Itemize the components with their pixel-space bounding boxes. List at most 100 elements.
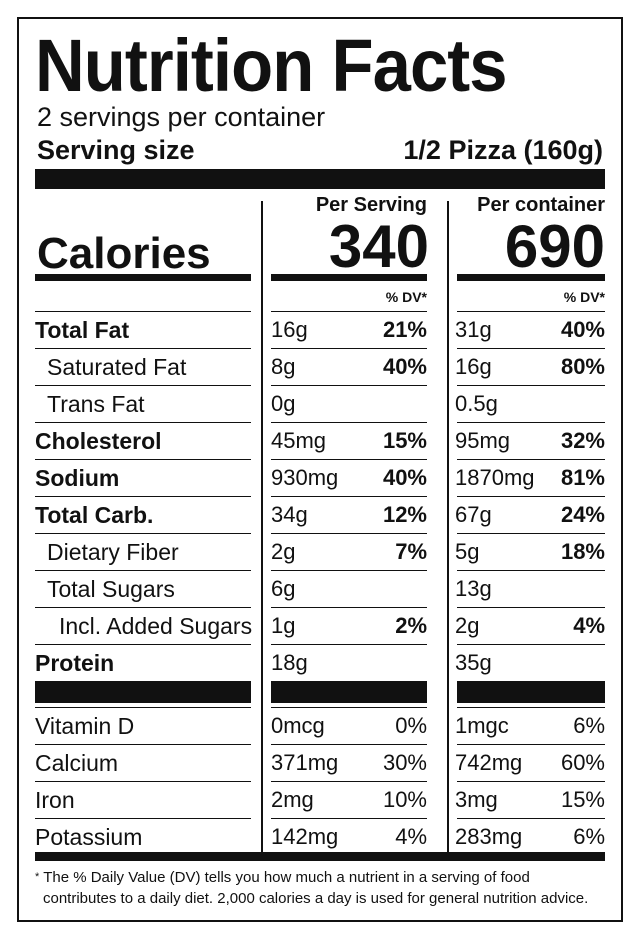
nutrient-name: Protein [35, 650, 115, 676]
row-rule [35, 781, 251, 782]
container-dv: 4% [573, 613, 605, 638]
container-amount: 13g [455, 576, 492, 601]
serving-amount: 0mcg [271, 713, 325, 738]
container-amount: 16g [455, 354, 492, 379]
row-rule [35, 533, 251, 534]
serving-amount: 6g [271, 576, 296, 601]
row-rule [457, 496, 605, 497]
thick-divider [35, 169, 605, 189]
row-rule [271, 818, 427, 819]
row-rule [35, 311, 251, 312]
row-rule [457, 781, 605, 782]
container-dv: 6% [573, 713, 605, 738]
nutrition-label: Nutrition Facts 2 servings per container… [17, 17, 623, 922]
vitamin-bar-mid [271, 681, 427, 703]
serving-dv: 40% [382, 354, 427, 379]
nutrient-name: Cholesterol [35, 428, 162, 454]
container-dv: 40% [560, 317, 605, 342]
row-rule [35, 385, 251, 386]
container-amount: 283mg [455, 824, 523, 849]
row-rule [271, 644, 427, 645]
container-amount: 5g [455, 539, 480, 564]
serving-dv: 7% [395, 539, 427, 564]
container-amount: 3mg [455, 787, 498, 812]
row-rule [35, 422, 251, 423]
row-rule [271, 496, 427, 497]
dv-header-container: % DV* [563, 289, 605, 305]
row-rule [35, 348, 251, 349]
servings-per-container: 2 servings per container [37, 102, 326, 132]
calories-per-serving: 340 [328, 213, 429, 280]
row-rule [457, 385, 605, 386]
row-rule [457, 570, 605, 571]
row-rule [457, 348, 605, 349]
row-rule [35, 496, 251, 497]
row-rule [35, 644, 251, 645]
serving-dv: 2% [395, 613, 427, 638]
calories-bar-right [457, 274, 605, 281]
nutrient-name: Saturated Fat [47, 354, 187, 380]
container-dv: 6% [573, 824, 605, 849]
row-rule [457, 607, 605, 608]
serving-dv: 0% [395, 713, 427, 738]
serving-size-value: 1/2 Pizza (160g) [403, 135, 603, 165]
footnote-star: * [35, 871, 40, 883]
nutrient-name: Total Carb. [35, 502, 154, 528]
row-rule [457, 422, 605, 423]
serving-dv: 21% [382, 317, 427, 342]
row-rule [271, 422, 427, 423]
vitamin-bar-right [457, 681, 605, 703]
row-rule [271, 385, 427, 386]
serving-size-label: Serving size [37, 135, 195, 165]
calories-label: Calories [37, 229, 211, 278]
nutrient-name: Total Sugars [47, 576, 175, 602]
container-dv: 15% [560, 787, 605, 812]
container-amount: 95mg [455, 428, 511, 453]
calories-bar-left [35, 274, 251, 281]
column-divider-2 [447, 201, 449, 857]
row-rule [35, 818, 251, 819]
calories-bar-mid [271, 274, 427, 281]
row-rule [271, 781, 427, 782]
per-container-header: Per container [477, 194, 605, 216]
row-rule [271, 707, 427, 708]
container-dv: 24% [560, 502, 605, 527]
serving-amount: 1g [271, 613, 296, 638]
nutrient-name: Dietary Fiber [47, 539, 179, 565]
row-rule [35, 744, 251, 745]
dv-header-serving: % DV* [385, 289, 427, 305]
serving-amount: 2mg [271, 787, 314, 812]
row-rule [271, 570, 427, 571]
serving-amount: 8g [271, 354, 296, 379]
row-rule [457, 311, 605, 312]
serving-amount: 45mg [271, 428, 327, 453]
row-rule [457, 707, 605, 708]
serving-dv: 15% [382, 428, 427, 453]
footnote-line-1: The % Daily Value (DV) tells you how muc… [43, 869, 530, 886]
row-rule [271, 533, 427, 534]
serving-amount: 930mg [271, 465, 339, 490]
serving-amount: 0g [271, 391, 296, 416]
nutrient-name: Potassium [35, 824, 143, 850]
calories-per-container: 690 [504, 213, 605, 280]
container-dv: 80% [560, 354, 605, 379]
nutrient-name: Calcium [35, 750, 119, 776]
container-amount: 2g [455, 613, 480, 638]
vitamin-bar-left [35, 681, 251, 703]
serving-amount: 142mg [271, 824, 339, 849]
nutrient-name: Trans Fat [47, 391, 145, 417]
container-dv: 81% [560, 465, 605, 490]
row-rule [35, 570, 251, 571]
column-divider-1 [261, 201, 263, 857]
row-rule [457, 818, 605, 819]
per-serving-header: Per Serving [315, 194, 427, 216]
nutrient-name: Sodium [35, 465, 120, 491]
serving-dv: 4% [395, 824, 427, 849]
row-rule [271, 744, 427, 745]
row-rule [271, 607, 427, 608]
container-amount: 31g [455, 317, 492, 342]
row-rule [457, 744, 605, 745]
row-rule [35, 707, 251, 708]
footnote-line-2: contributes to a daily diet. 2,000 calor… [43, 890, 589, 907]
container-amount: 1mgc [455, 713, 509, 738]
